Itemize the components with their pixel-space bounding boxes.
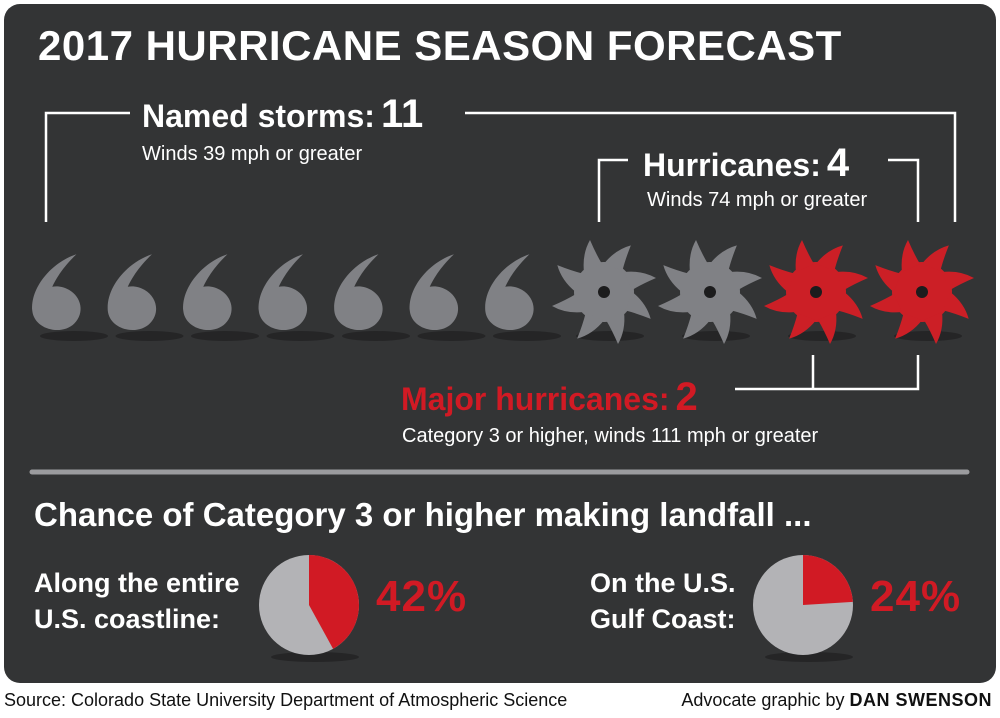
pie-slice-chance	[309, 555, 359, 649]
named-storms-label-text: Named storms:	[142, 98, 375, 134]
credit-prefix: Advocate graphic by	[681, 690, 845, 710]
hurricanes-bracket-right	[888, 158, 920, 222]
hurricanes-label: Hurricanes: 4	[643, 141, 849, 186]
major-hurricanes-count: 2	[675, 375, 698, 419]
major-hurricane-icon	[870, 240, 974, 344]
pie-slice-chance	[803, 555, 853, 605]
named-storms-desc: Winds 39 mph or greater	[142, 143, 363, 165]
gulf-coast-pie	[753, 555, 853, 662]
gulf-coast-percent: 24%	[870, 572, 962, 621]
coastline-pie	[259, 555, 359, 662]
major-hurricane-icon	[764, 240, 868, 344]
gulf-coast-label-line1: On the U.S.	[590, 568, 736, 598]
tropical-storm-icon	[32, 254, 108, 341]
named-storms-bracket-right	[465, 111, 957, 222]
hurricanes-count: 4	[826, 141, 850, 185]
tropical-storm-icon	[258, 254, 335, 341]
major-hurricanes-desc: Category 3 or higher, winds 111 mph or g…	[402, 425, 819, 447]
tropical-storm-icon	[107, 254, 184, 341]
hurricanes-label-text: Hurricanes:	[643, 147, 821, 183]
coastline-label: Along the entire U.S. coastline:	[34, 565, 240, 637]
named-storms-bracket	[44, 111, 130, 222]
coastline-percent: 42%	[376, 572, 468, 621]
named-storms-count: 11	[380, 92, 424, 136]
major-hurricanes-label: Major hurricanes: 2	[401, 375, 698, 420]
page-title: 2017 HURRICANE SEASON FORECAST	[38, 22, 842, 69]
major-bracket	[735, 355, 920, 391]
tropical-storm-icon	[485, 254, 561, 341]
coastline-label-line1: Along the entire	[34, 568, 240, 598]
hurricanes-desc: Winds 74 mph or greater	[647, 189, 868, 211]
tropical-storm-icon	[183, 254, 259, 341]
coastline-label-line2: U.S. coastline:	[34, 604, 221, 634]
gulf-coast-label-line2: Gulf Coast:	[590, 604, 736, 634]
hurricanes-bracket-left	[597, 158, 628, 222]
credit: Advocate graphic by DAN SWENSON	[681, 690, 992, 711]
hurricane-icon	[658, 240, 762, 344]
credit-name: DAN SWENSON	[849, 690, 992, 710]
landfall-heading: Chance of Category 3 or higher making la…	[34, 496, 812, 533]
major-hurricanes-label-text: Major hurricanes:	[401, 381, 670, 417]
hurricane-icon	[552, 240, 656, 344]
tropical-storm-icon	[334, 254, 410, 341]
tropical-storm-icon	[409, 254, 486, 341]
named-storms-label: Named storms: 11	[142, 92, 423, 137]
gulf-coast-label: On the U.S. Gulf Coast:	[590, 565, 736, 637]
source-note: Source: Colorado State University Depart…	[4, 690, 568, 710]
